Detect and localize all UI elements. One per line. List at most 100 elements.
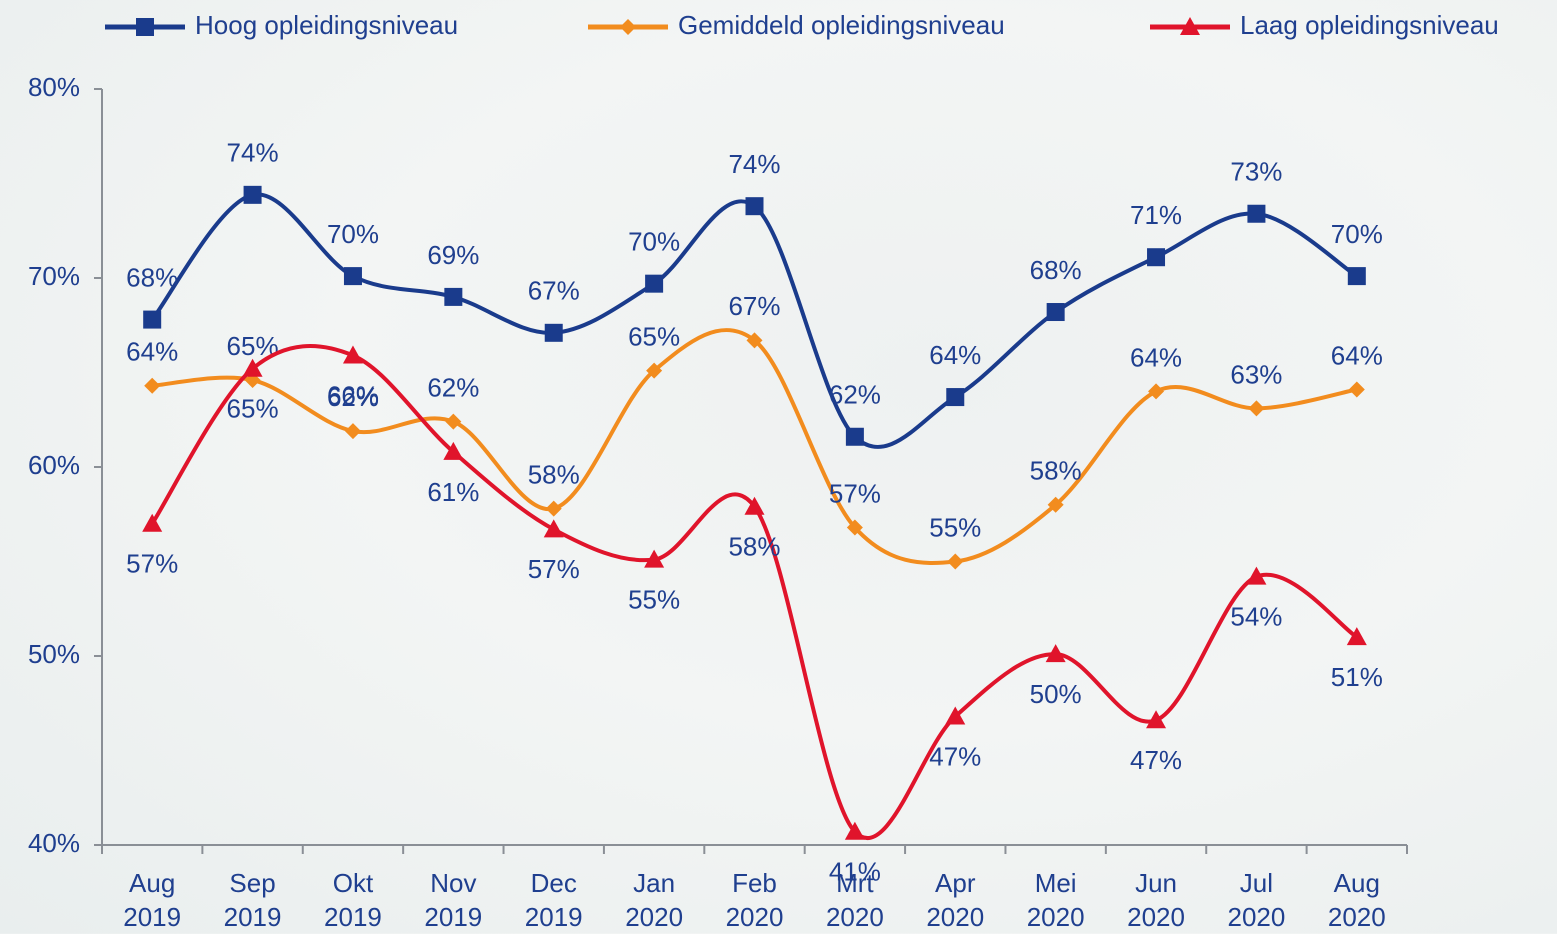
data-label: 64% (929, 340, 981, 370)
marker (1246, 566, 1267, 585)
data-label: 62% (327, 382, 379, 412)
data-label: 61% (427, 477, 479, 507)
x-tick-label: Jun 2020 (1127, 868, 1185, 932)
data-label: 65% (628, 321, 680, 351)
data-label: 57% (528, 554, 580, 584)
data-label: 74% (728, 149, 780, 179)
marker (620, 19, 636, 35)
data-label: 66% (327, 380, 379, 410)
data-label: 47% (1130, 745, 1182, 775)
data-label: 64% (1331, 340, 1383, 370)
marker (946, 388, 965, 407)
marker (443, 441, 464, 460)
y-tick-label: 40% (28, 828, 80, 858)
x-tick-label: Mei 2020 (1026, 868, 1085, 932)
data-label: 51% (1331, 662, 1383, 692)
marker (1346, 627, 1367, 646)
data-label: 62% (427, 373, 479, 403)
data-label: 62% (829, 380, 881, 410)
x-tick-label: Mrt 2020 (825, 868, 884, 932)
marker (143, 310, 162, 329)
marker (544, 323, 563, 342)
data-label: 67% (728, 291, 780, 321)
data-label: 55% (628, 584, 680, 614)
marker (1248, 400, 1265, 417)
marker (744, 496, 765, 515)
data-label: 57% (829, 478, 881, 508)
x-tick-label: Dec 2019 (524, 868, 583, 932)
marker (1046, 303, 1065, 322)
marker (242, 358, 263, 377)
marker (343, 267, 362, 286)
marker (136, 18, 154, 36)
data-label: 69% (427, 240, 479, 270)
legend-label: Gemiddeld opleidingsniveau (678, 10, 1005, 40)
marker (344, 423, 361, 440)
legend-label: Hoog opleidingsniveau (195, 10, 458, 40)
marker (1147, 248, 1166, 267)
data-label: 73% (1230, 157, 1282, 187)
marker (1148, 383, 1165, 400)
data-label: 63% (1230, 359, 1282, 389)
data-label: 64% (126, 337, 178, 367)
data-label: 70% (327, 219, 379, 249)
data-label: 65% (227, 394, 279, 424)
marker (444, 287, 463, 306)
data-label: 57% (126, 549, 178, 579)
data-label: 58% (528, 459, 580, 489)
marker (243, 185, 262, 204)
x-tick-label: Aug 2019 (123, 868, 182, 932)
marker (342, 345, 363, 364)
marker (645, 274, 664, 293)
data-label: 58% (1030, 456, 1082, 486)
x-tick-label: Jan 2020 (625, 868, 684, 932)
marker (144, 377, 161, 394)
marker (1180, 17, 1200, 35)
marker (1045, 644, 1066, 663)
data-label: 54% (1230, 601, 1282, 631)
data-label: 68% (126, 262, 178, 292)
y-tick-label: 50% (28, 639, 80, 669)
y-tick-label: 80% (28, 72, 80, 102)
marker (1348, 381, 1365, 398)
data-label: 50% (1030, 679, 1082, 709)
marker (1146, 710, 1167, 729)
marker (644, 549, 665, 568)
marker (543, 519, 564, 538)
marker (1247, 204, 1266, 223)
x-tick-label: Nov 2019 (424, 868, 483, 932)
legend-label: Laag opleidingsniveau (1240, 10, 1499, 40)
y-tick-label: 70% (28, 261, 80, 291)
marker (445, 413, 462, 430)
data-label: 41% (829, 857, 881, 887)
data-label: 67% (528, 276, 580, 306)
marker (945, 706, 966, 725)
marker (947, 553, 964, 570)
data-label: 64% (1130, 342, 1182, 372)
y-tick-label: 60% (28, 450, 80, 480)
marker (545, 500, 562, 517)
data-label: 47% (929, 741, 981, 771)
data-label: 68% (1030, 255, 1082, 285)
marker (845, 427, 864, 446)
data-label: 55% (929, 512, 981, 542)
x-tick-label: Apr 2020 (926, 868, 985, 932)
data-label: 74% (227, 138, 279, 168)
marker (846, 519, 863, 536)
x-tick-label: Feb 2020 (725, 868, 784, 932)
data-label: 70% (1331, 219, 1383, 249)
x-tick-label: Sep 2019 (223, 868, 282, 932)
x-tick-label: Jul 2020 (1227, 868, 1286, 932)
marker (745, 197, 764, 216)
x-tick-label: Aug 2020 (1327, 868, 1386, 932)
marker (844, 821, 865, 840)
marker (1347, 267, 1366, 286)
marker (1047, 496, 1064, 513)
data-label: 58% (728, 532, 780, 562)
data-label: 70% (628, 227, 680, 257)
x-tick-label: Okt 2019 (324, 868, 382, 932)
data-label: 71% (1130, 200, 1182, 230)
marker (142, 513, 163, 532)
